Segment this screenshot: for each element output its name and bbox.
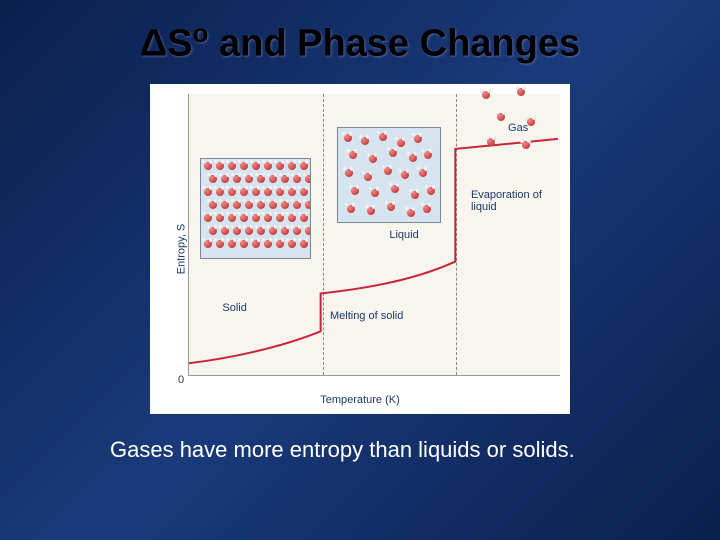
slide-title: ΔSo and Phase Changes <box>0 0 720 66</box>
evaporation-label: Evaporation of liquid <box>471 189 551 213</box>
liquid-molecules-inset <box>337 127 441 223</box>
gas-molecules-inset <box>471 82 553 155</box>
phase-diagram-chart: Entropy, S Temperature (K) 0 Solid Melti… <box>150 84 570 414</box>
solid-label: Solid <box>222 302 246 314</box>
solid-molecules-inset <box>200 158 311 259</box>
origin-label: 0 <box>178 374 184 386</box>
liquid-label: Liquid <box>389 229 418 241</box>
title-prefix: ΔS <box>140 23 193 65</box>
title-superscript: o <box>193 18 209 48</box>
title-suffix: and Phase Changes <box>208 23 580 65</box>
chart-plot-area: Solid Melting of solid Liquid Evaporatio… <box>188 94 560 376</box>
slide-caption: Gases have more entropy than liquids or … <box>0 414 720 464</box>
melting-label: Melting of solid <box>330 310 403 322</box>
x-axis-label: Temperature (K) <box>320 394 399 406</box>
y-axis-label: Entropy, S <box>175 223 187 274</box>
